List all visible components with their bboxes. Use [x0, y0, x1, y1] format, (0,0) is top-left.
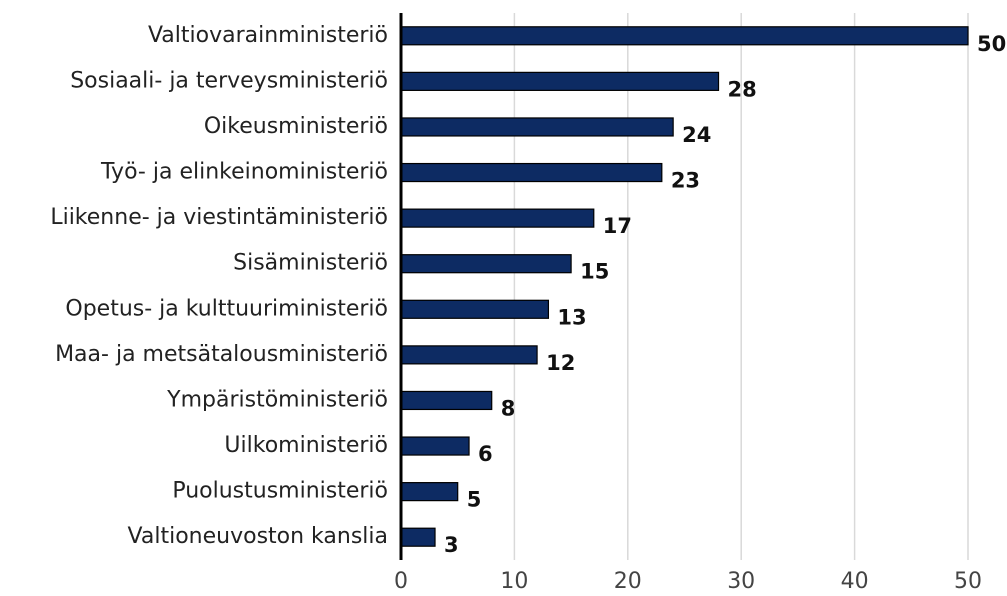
bar — [400, 527, 436, 547]
y-tick-label: Ympäristöministeriö — [166, 387, 388, 412]
bar — [400, 299, 550, 319]
bar — [400, 26, 969, 46]
y-tick-label: Valtioneuvoston kanslia — [128, 524, 388, 549]
value-label: 5 — [467, 488, 482, 512]
value-label: 24 — [682, 123, 711, 147]
value-label: 12 — [546, 351, 575, 375]
bar — [400, 254, 572, 274]
x-tick-label: 0 — [394, 569, 408, 594]
x-tick-label: 40 — [841, 569, 869, 594]
bar — [400, 482, 459, 502]
bar — [400, 162, 663, 183]
bar — [400, 117, 674, 137]
y-tick-label: Oikeusministeriö — [204, 114, 388, 139]
y-tick-label: Maa- ja metsätalousministeriö — [55, 342, 388, 367]
bar — [400, 71, 720, 91]
y-tick-label: Uilkoministeriö — [224, 433, 388, 458]
y-tick-label: Sisäministeriö — [233, 251, 388, 276]
bar — [400, 436, 470, 456]
value-label: 50 — [977, 32, 1006, 56]
y-tick-label: Puolustusministeriö — [172, 479, 388, 504]
x-tick-label: 10 — [500, 569, 528, 594]
value-label: 6 — [478, 442, 493, 466]
bar — [400, 208, 595, 228]
value-label: 17 — [603, 214, 632, 238]
bar — [400, 345, 538, 365]
value-label: 8 — [501, 396, 516, 420]
x-tick-label: 50 — [954, 569, 982, 594]
y-tick-label: Liikenne- ja viestintäministeriö — [50, 205, 388, 230]
y-tick-label: Työ- ja elinkeinoministeriö — [100, 160, 388, 185]
x-tick-label: 20 — [614, 569, 642, 594]
value-label: 3 — [444, 533, 459, 557]
y-tick-label: Sosiaali- ja terveysministeriö — [70, 68, 388, 93]
value-label: 23 — [671, 169, 700, 193]
y-tick-label: Valtiovarainministeriö — [148, 23, 388, 48]
value-label: 15 — [580, 260, 609, 284]
y-tick-label: Opetus- ja kulttuuriministeriö — [65, 296, 388, 321]
bar — [400, 390, 493, 411]
x-tick-label: 30 — [727, 569, 755, 594]
value-label: 13 — [557, 305, 586, 329]
value-label: 28 — [728, 77, 757, 101]
